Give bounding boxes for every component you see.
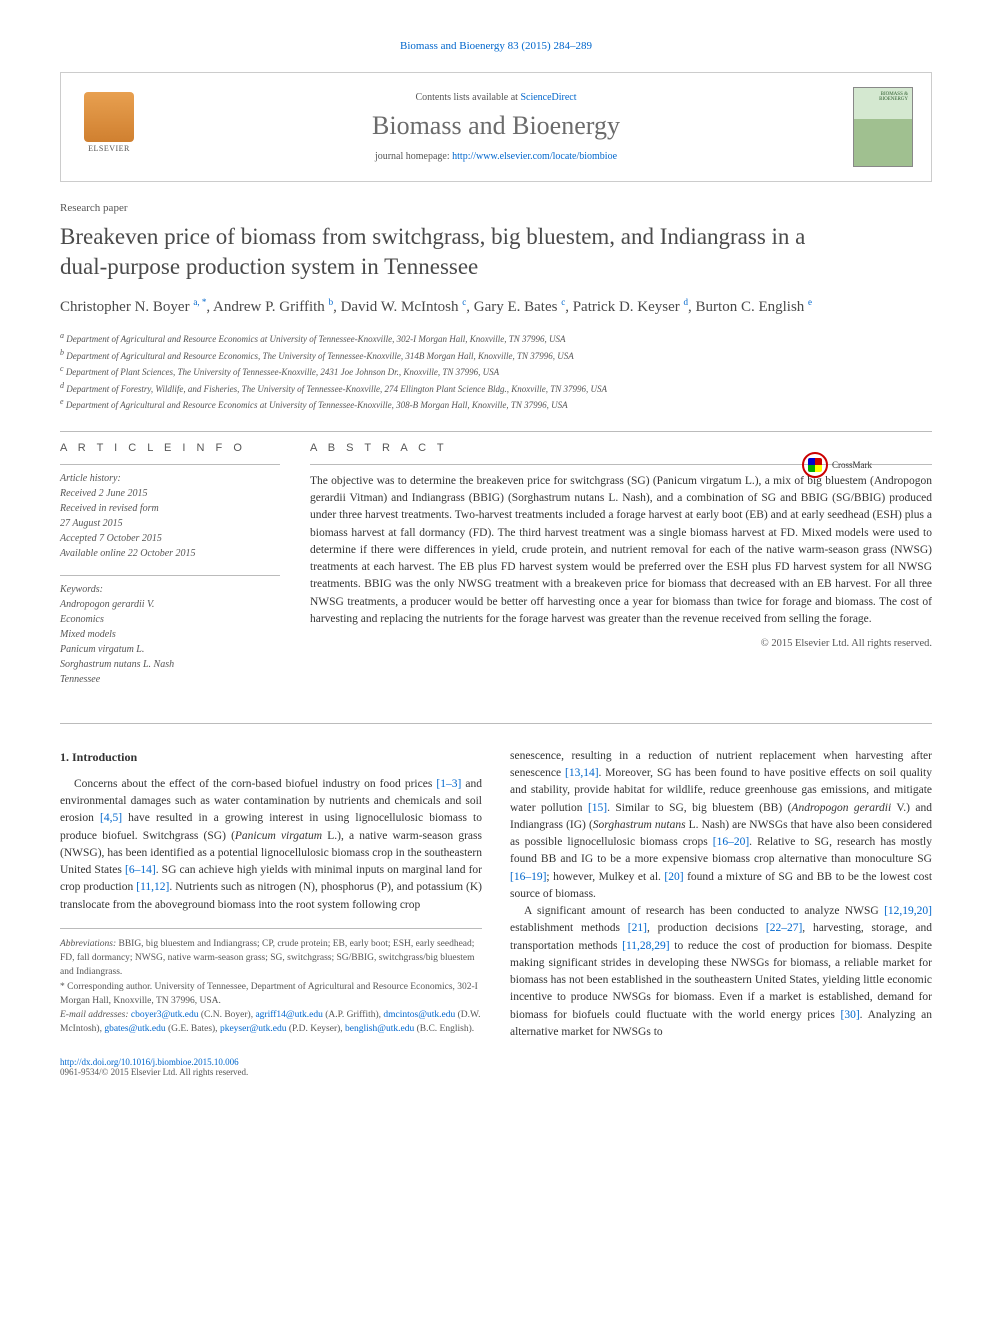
keyword: Andropogon gerardii V. (60, 597, 280, 612)
abbreviations: Abbreviations: BBIG, big bluestem and In… (60, 937, 482, 980)
ref-link[interactable]: [22–27] (766, 922, 802, 934)
email-link[interactable]: dmcintos@utk.edu (383, 1010, 455, 1020)
abstract-column: A B S T R A C T The objective was to det… (310, 442, 932, 701)
ref-link[interactable]: [11,28,29] (622, 940, 669, 952)
authors-list: Christopher N. Boyer a, *, Andrew P. Gri… (60, 296, 932, 319)
ref-link[interactable]: [21] (628, 922, 647, 934)
header-center: Contents lists available at ScienceDirec… (139, 92, 853, 162)
sciencedirect-link[interactable]: ScienceDirect (520, 92, 576, 103)
elsevier-logo: ELSEVIER (79, 92, 139, 162)
journal-cover-thumb: BIOMASS & BIOENERGY (853, 87, 913, 167)
cover-thumb-title: BIOMASS & BIOENERGY (854, 92, 908, 102)
body-paragraph: A significant amount of research has bee… (510, 903, 932, 1041)
contents-prefix: Contents lists available at (415, 92, 520, 103)
body-right-column: senescence, resulting in a reduction of … (510, 748, 932, 1041)
homepage-link[interactable]: http://www.elsevier.com/locate/biombioe (452, 151, 617, 162)
ref-link[interactable]: [15] (588, 802, 607, 814)
online-date: Available online 22 October 2015 (60, 546, 280, 561)
section-divider (60, 431, 932, 432)
section-divider (60, 723, 932, 724)
email-link[interactable]: cboyer3@utk.edu (131, 1010, 199, 1020)
homepage-line: journal homepage: http://www.elsevier.co… (139, 151, 853, 162)
footnotes: Abbreviations: BBIG, big bluestem and In… (60, 928, 482, 1037)
affiliation-c: c Department of Plant Sciences, The Univ… (60, 363, 932, 380)
keyword: Panicum virgatum L. (60, 642, 280, 657)
affiliation-a: a Department of Agricultural and Resourc… (60, 330, 932, 347)
email-link[interactable]: pkeyser@utk.edu (220, 1024, 287, 1034)
revised-date: 27 August 2015 (60, 516, 280, 531)
ref-link[interactable]: [12,19,20] (884, 905, 932, 917)
affiliation-d: d Department of Forestry, Wildlife, and … (60, 380, 932, 397)
affiliation-e: e Department of Agricultural and Resourc… (60, 396, 932, 413)
publisher-name: ELSEVIER (88, 144, 130, 153)
keyword: Sorghastrum nutans L. Nash (60, 657, 280, 672)
email-link[interactable]: gbates@utk.edu (104, 1024, 165, 1034)
email-link[interactable]: agriff14@utk.edu (255, 1010, 322, 1020)
contents-line: Contents lists available at ScienceDirec… (139, 92, 853, 103)
ref-link[interactable]: [13,14] (565, 767, 599, 779)
body-paragraph: senescence, resulting in a reduction of … (510, 748, 932, 903)
ref-link[interactable]: [11,12] (136, 881, 169, 893)
corresponding-author: * Corresponding author. University of Te… (60, 980, 482, 1009)
email-link[interactable]: benglish@utk.edu (345, 1024, 414, 1034)
introduction-heading: 1. Introduction (60, 748, 482, 766)
body-left-column: 1. Introduction Concerns about the effec… (60, 748, 482, 1041)
journal-name: Biomass and Bioenergy (139, 111, 853, 141)
ref-link[interactable]: [30] (841, 1009, 860, 1021)
info-abstract-row: A R T I C L E I N F O Article history: R… (60, 442, 932, 701)
accepted-date: Accepted 7 October 2015 (60, 531, 280, 546)
email-addresses: E-mail addresses: cboyer3@utk.edu (C.N. … (60, 1008, 482, 1037)
article-title: Breakeven price of biomass from switchgr… (60, 222, 820, 282)
body-columns: 1. Introduction Concerns about the effec… (60, 748, 932, 1041)
homepage-prefix: journal homepage: (375, 151, 452, 162)
article-info-label: A R T I C L E I N F O (60, 442, 280, 454)
keywords-block: Keywords: Andropogon gerardii V. Economi… (60, 575, 280, 687)
received-date: Received 2 June 2015 (60, 486, 280, 501)
ref-link[interactable]: [16–19] (510, 871, 546, 883)
doi-link[interactable]: http://dx.doi.org/10.1016/j.biombioe.201… (60, 1057, 239, 1067)
copyright-line: © 2015 Elsevier Ltd. All rights reserved… (310, 638, 932, 649)
issn-copyright: 0961-9534/© 2015 Elsevier Ltd. All right… (60, 1067, 248, 1077)
keywords-label: Keywords: (60, 582, 280, 597)
history-label: Article history: (60, 471, 280, 486)
keyword: Tennessee (60, 672, 280, 687)
ref-link[interactable]: [4,5] (100, 812, 122, 824)
paper-type: Research paper (60, 202, 932, 214)
ref-link[interactable]: [1–3] (436, 778, 461, 790)
article-history: Article history: Received 2 June 2015 Re… (60, 464, 280, 561)
ref-link[interactable]: [20] (664, 871, 683, 883)
ref-link[interactable]: [16–20] (713, 836, 749, 848)
body-paragraph: Concerns about the effect of the corn-ba… (60, 776, 482, 914)
ref-link[interactable]: [6–14] (125, 864, 156, 876)
affiliations: a Department of Agricultural and Resourc… (60, 330, 932, 413)
crossmark-label: CrossMark (832, 460, 872, 470)
article-info-column: A R T I C L E I N F O Article history: R… (60, 442, 280, 701)
keyword: Mixed models (60, 627, 280, 642)
crossmark-badge[interactable]: CrossMark (802, 452, 872, 478)
journal-header: ELSEVIER Contents lists available at Sci… (60, 72, 932, 182)
keyword: Economics (60, 612, 280, 627)
revised-label: Received in revised form (60, 501, 280, 516)
crossmark-icon (802, 452, 828, 478)
abstract-text: The objective was to determine the break… (310, 464, 932, 628)
affiliation-b: b Department of Agricultural and Resourc… (60, 347, 932, 364)
footer-meta: http://dx.doi.org/10.1016/j.biombioe.201… (60, 1057, 932, 1077)
elsevier-tree-icon (84, 92, 134, 142)
citation-bar: Biomass and Bioenergy 83 (2015) 284–289 (60, 40, 932, 52)
